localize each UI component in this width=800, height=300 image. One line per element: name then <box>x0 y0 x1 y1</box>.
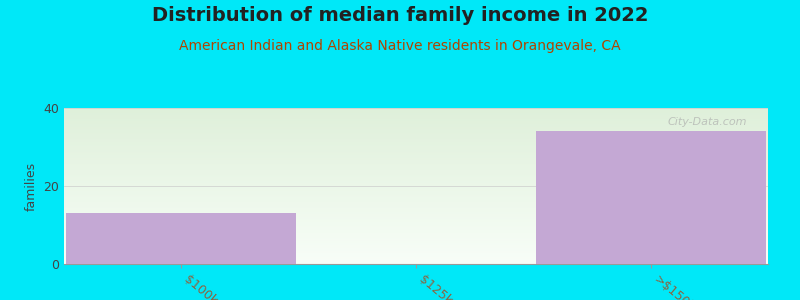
Bar <box>66 213 296 264</box>
Bar <box>536 131 766 264</box>
Text: American Indian and Alaska Native residents in Orangevale, CA: American Indian and Alaska Native reside… <box>179 39 621 53</box>
Y-axis label: families: families <box>25 161 38 211</box>
Text: City-Data.com: City-Data.com <box>667 117 747 128</box>
Text: Distribution of median family income in 2022: Distribution of median family income in … <box>152 6 648 25</box>
